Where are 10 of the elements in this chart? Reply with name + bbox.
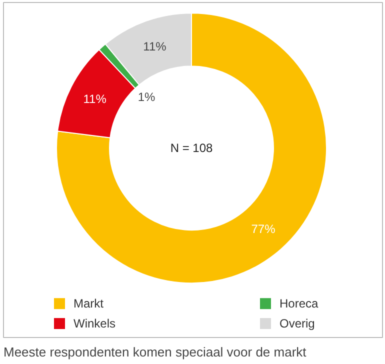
legend-label: Markt [74, 296, 104, 311]
text: N = 108 [170, 141, 214, 156]
data-label: 11% [83, 92, 107, 106]
legend-label: Horeca [280, 296, 319, 311]
text: Meeste respondenten komen speciaal voor de markt [4, 344, 307, 360]
data-label: 1% [138, 90, 156, 104]
data-label: 77% [251, 222, 276, 236]
legend-label: Winkels [74, 316, 116, 331]
legend-label: Overig [280, 316, 315, 331]
data-label: 11% [143, 39, 167, 54]
